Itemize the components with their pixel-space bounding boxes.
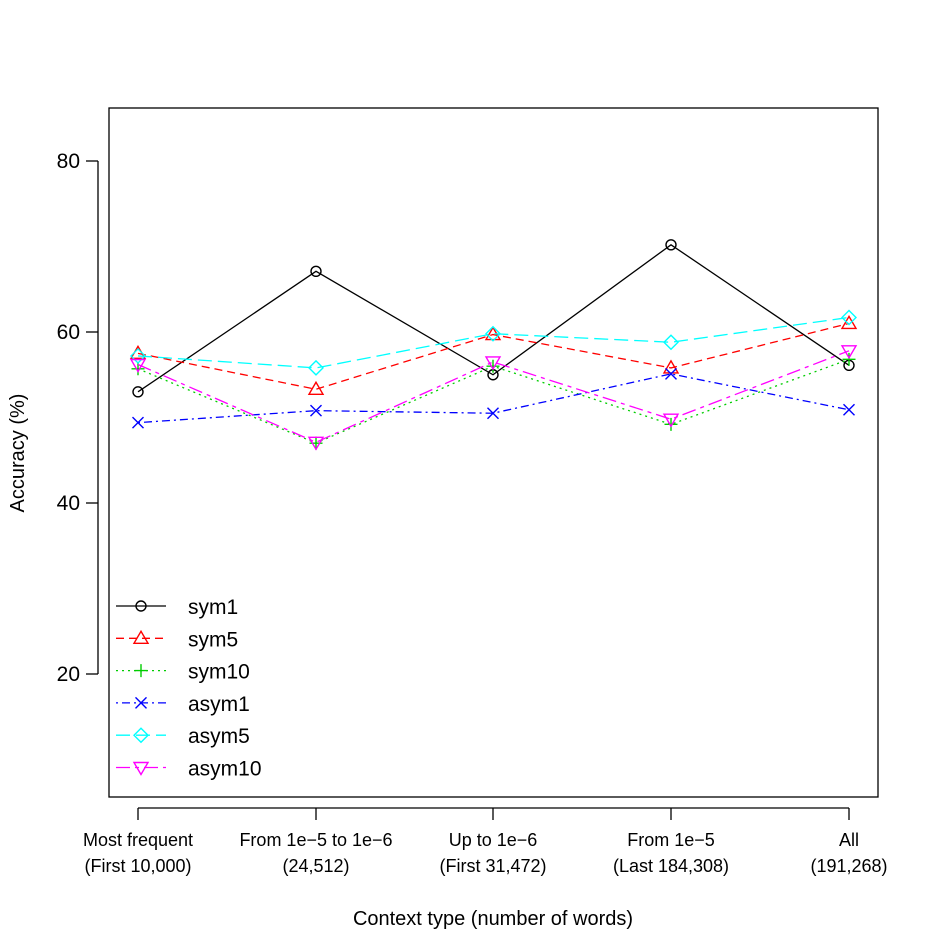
legend-item-asym5: asym5 — [116, 725, 250, 748]
x-tick-label-line1: From 1e−5 — [627, 830, 715, 850]
marker-diamond — [485, 325, 501, 342]
marker-cross — [135, 696, 147, 709]
y-tick-label: 60 — [57, 321, 80, 344]
x-tick-label-line2: (Last 184,308) — [613, 856, 729, 876]
marker-cross — [665, 367, 677, 380]
legend-item-sym5: sym5 — [116, 628, 238, 651]
marker-plus — [664, 417, 678, 431]
y-tick-label: 80 — [57, 150, 80, 173]
marker-circle — [132, 386, 144, 398]
x-tick-label-line2: (191,268) — [810, 856, 887, 876]
series-asym5 — [130, 309, 857, 376]
marker-circle — [135, 600, 147, 612]
marker-diamond — [130, 347, 146, 364]
legend-label: sym1 — [188, 596, 238, 619]
marker-plus — [134, 664, 148, 678]
marker-triangle-down — [132, 761, 150, 776]
marker-plus — [309, 436, 323, 450]
x-axis: Most frequent (First 10,000) From 1e−5 to … — [83, 807, 888, 876]
series-asym10 — [129, 345, 858, 451]
plot-frame — [108, 107, 879, 798]
marker-circle — [310, 265, 322, 277]
marker-plus — [131, 362, 145, 376]
marker-plus — [842, 352, 856, 366]
marker-triangle-down — [129, 358, 147, 373]
legend-item-asym10: asym10 — [116, 758, 262, 781]
x-axis-title: Context type (number of words) — [353, 908, 633, 930]
marker-triangle-down — [484, 356, 502, 371]
marker-triangle-down — [662, 413, 680, 428]
y-axis-title: Accuracy (%) — [7, 394, 29, 513]
marker-diamond — [841, 309, 857, 326]
marker-diamond — [133, 727, 149, 744]
marker-plus — [486, 359, 500, 373]
series-layer — [129, 239, 858, 451]
marker-triangle-up — [307, 380, 325, 395]
marker-triangle-up — [840, 315, 858, 330]
legend: sym1 sym5 sym10 asym1 asym5 asym10 — [116, 596, 262, 781]
y-tick-label: 20 — [57, 663, 80, 686]
series-sym1 — [132, 239, 855, 398]
marker-cross — [310, 404, 322, 417]
series-asym1 — [132, 367, 855, 429]
legend-item-sym1: sym1 — [116, 596, 238, 619]
x-tick-label-line1: Most frequent — [83, 830, 193, 850]
marker-diamond — [308, 359, 324, 376]
y-axis: 20 40 60 80 — [57, 150, 99, 686]
legend-label: sym5 — [188, 628, 238, 651]
x-tick-label-line1: All — [839, 830, 859, 850]
x-tick-label-line2: (First 10,000) — [84, 856, 191, 876]
legend-label: sym10 — [188, 661, 250, 684]
x-tick-label-line1: Up to 1e−6 — [449, 830, 538, 850]
marker-cross — [487, 407, 499, 420]
legend-label: asym1 — [188, 693, 250, 716]
x-tick-label-line1: From 1e−5 to 1e−6 — [239, 830, 392, 850]
marker-triangle-down — [840, 345, 858, 360]
series-sym10 — [131, 352, 856, 450]
marker-diamond — [663, 334, 679, 351]
marker-circle — [665, 239, 677, 251]
legend-item-asym1: asym1 — [116, 693, 250, 716]
legend-item-sym10: sym10 — [116, 661, 250, 684]
series-line — [137, 243, 850, 393]
marker-triangle-down — [307, 436, 325, 451]
x-tick-label-line2: (First 31,472) — [439, 856, 546, 876]
legend-label: asym5 — [188, 725, 250, 748]
marker-triangle-up — [132, 629, 150, 644]
x-tick-label-line2: (24,512) — [282, 856, 349, 876]
legend-label: asym10 — [188, 758, 262, 781]
y-tick-label: 40 — [57, 492, 80, 515]
series-line — [137, 322, 850, 390]
marker-cross — [843, 403, 855, 416]
marker-cross — [132, 416, 144, 429]
